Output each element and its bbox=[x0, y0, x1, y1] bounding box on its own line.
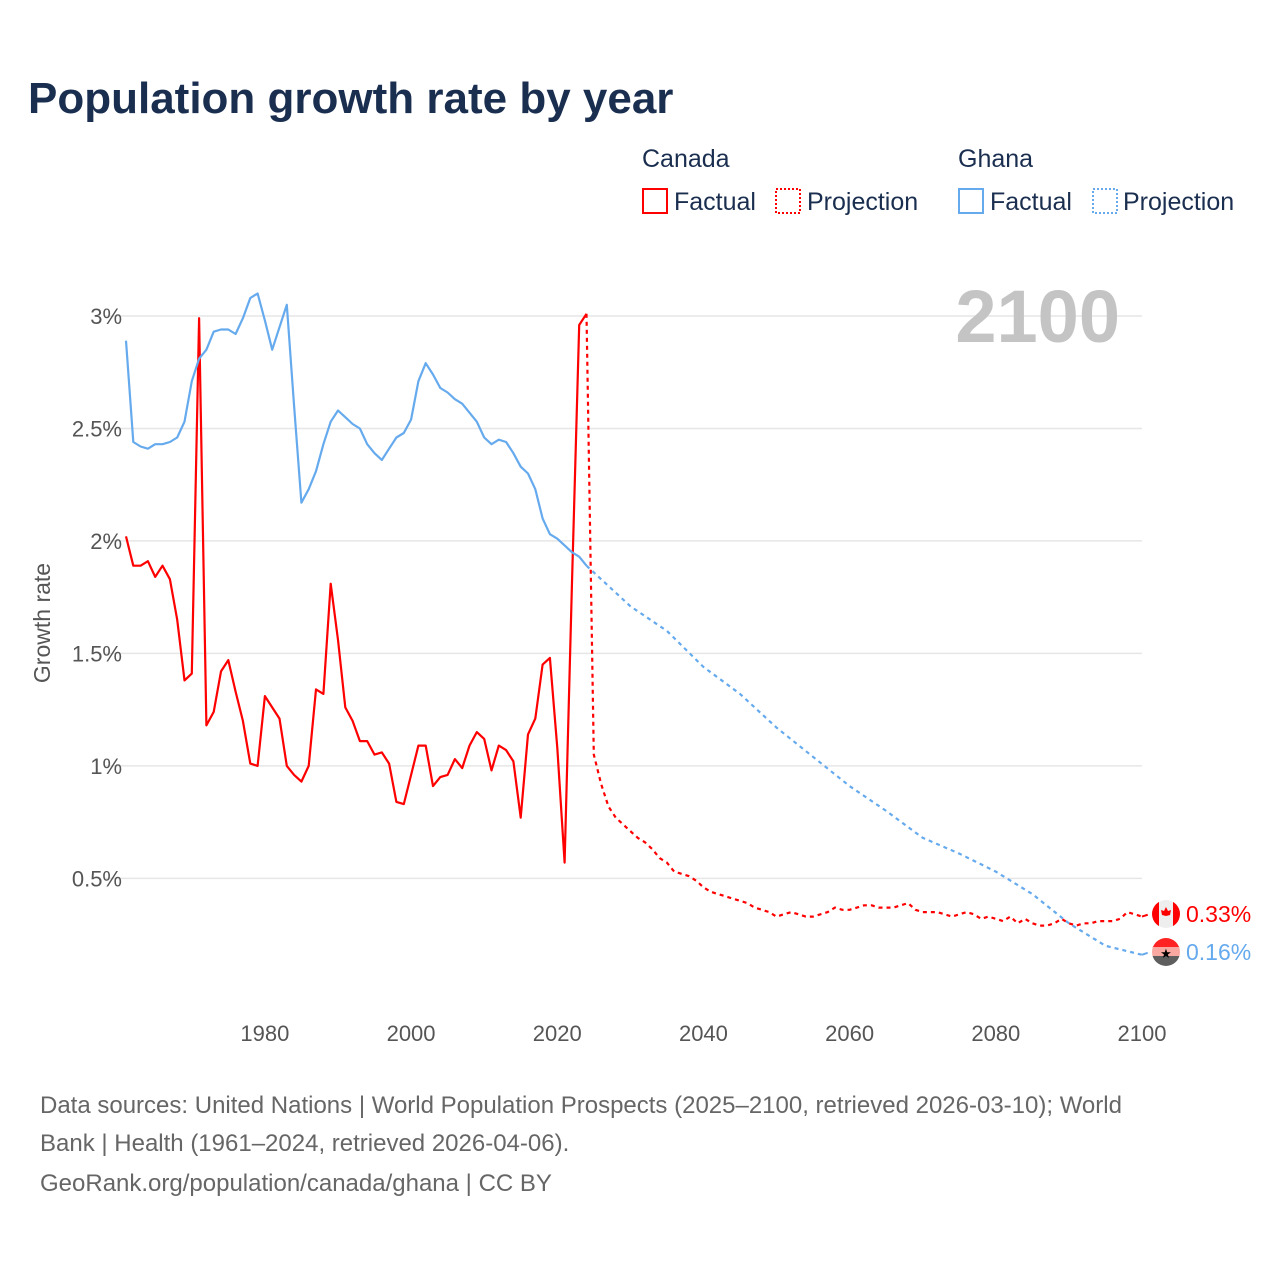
y-axis-label: Growth rate bbox=[29, 563, 55, 683]
legend-canada-factual-swatch[interactable] bbox=[642, 188, 668, 214]
ghana-leader-line bbox=[1141, 951, 1151, 956]
y-tick-label: 1% bbox=[90, 754, 122, 779]
canada-projection-line bbox=[585, 313, 1143, 927]
x-tick-label: 2080 bbox=[971, 1021, 1020, 1046]
canada-factual-line bbox=[124, 313, 588, 864]
ghana-end-value: 0.16% bbox=[1186, 939, 1251, 965]
x-tick-label: 2060 bbox=[825, 1021, 874, 1046]
legend-group-ghana: Ghana bbox=[958, 145, 1033, 173]
ghana-projection-line bbox=[585, 564, 1143, 956]
x-tick-label: 2000 bbox=[387, 1021, 436, 1046]
legend-ghana-factual-swatch[interactable] bbox=[958, 188, 984, 214]
current-year-label: 2100 bbox=[955, 275, 1120, 358]
legend-ghana-projection-swatch[interactable] bbox=[1092, 188, 1118, 214]
x-axis-ticks: 1980 2000 2020 2040 2060 2080 2100 bbox=[240, 1021, 1166, 1046]
y-tick-label: 2% bbox=[90, 529, 122, 554]
canada-leader-line bbox=[1141, 913, 1151, 918]
y-tick-label: 1.5% bbox=[72, 641, 122, 666]
credit-link[interactable]: GeoRank.org/population/canada/ghana | CC… bbox=[40, 1170, 552, 1197]
legend-canada-projection-swatch[interactable] bbox=[775, 188, 801, 214]
sources-line-2: Bank | Health (1961–2024, retrieved 2026… bbox=[40, 1130, 569, 1157]
canada-end-value: 0.33% bbox=[1186, 901, 1251, 927]
series-lines bbox=[124, 292, 1143, 956]
y-axis-ticks: 0.5% 1% 1.5% 2% 2.5% 3% bbox=[72, 304, 122, 891]
x-tick-label: 2100 bbox=[1118, 1021, 1167, 1046]
legend-canada-factual[interactable]: Factual bbox=[674, 188, 756, 216]
sources-line-1: Data sources: United Nations | World Pop… bbox=[40, 1092, 1122, 1119]
svg-text:★: ★ bbox=[1160, 946, 1172, 961]
canada-flag-icon bbox=[1152, 900, 1180, 928]
legend-ghana-projection[interactable]: Projection bbox=[1123, 188, 1234, 216]
ghana-factual-line bbox=[124, 292, 588, 567]
legend: Canada Factual Projection Ghana Factual … bbox=[642, 145, 1234, 216]
gridlines bbox=[105, 315, 1142, 880]
y-tick-label: 3% bbox=[90, 304, 122, 329]
legend-group-canada: Canada bbox=[642, 145, 730, 173]
y-tick-label: 2.5% bbox=[72, 416, 122, 441]
legend-ghana-factual[interactable]: Factual bbox=[990, 188, 1072, 216]
chart-title: Population growth rate by year bbox=[28, 74, 673, 123]
y-tick-label: 0.5% bbox=[72, 866, 122, 891]
x-tick-label: 2040 bbox=[679, 1021, 728, 1046]
x-tick-label: 1980 bbox=[240, 1021, 289, 1046]
ghana-flag-icon: ★ bbox=[1152, 938, 1180, 966]
legend-canada-projection[interactable]: Projection bbox=[807, 188, 918, 216]
x-tick-label: 2020 bbox=[533, 1021, 582, 1046]
end-labels: 0.33% ★ 0.16% bbox=[1141, 900, 1251, 966]
